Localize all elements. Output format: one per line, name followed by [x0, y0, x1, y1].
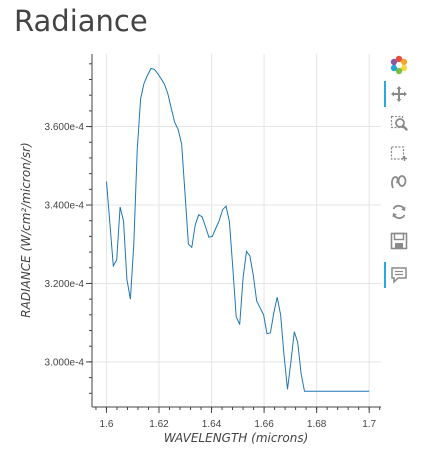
hover-icon [391, 267, 407, 284]
series-line [106, 67, 370, 392]
y-tick-label: 3.200e-4 [45, 279, 85, 290]
x-axis-label: WAVELENGTH (microns) [164, 431, 309, 445]
box-zoom-tool-button[interactable] [384, 111, 414, 137]
reset-icon [392, 204, 406, 220]
y-tick-label: 3.400e-4 [45, 201, 85, 212]
y-tick-label: 3.600e-4 [45, 122, 85, 133]
reset-tool-button[interactable] [384, 199, 414, 225]
x-tick-label: 1.6 [99, 419, 113, 430]
x-tick-label: 1.68 [307, 419, 327, 430]
box-zoom-icon [390, 115, 408, 131]
plot-frame [91, 54, 381, 408]
x-tick-label: 1.62 [149, 419, 169, 430]
bokeh-logo-icon[interactable] [384, 52, 414, 78]
save-tool-button[interactable] [384, 228, 414, 254]
x-tick-label: 1.64 [202, 419, 222, 430]
grid [92, 54, 381, 407]
series-layer [106, 67, 370, 392]
pan-tool-button[interactable] [384, 81, 414, 107]
wheel-zoom-tool-button[interactable] [384, 140, 414, 166]
wheel-zoom-icon [390, 146, 407, 161]
x-tick-label: 1.7 [362, 419, 376, 430]
lasso-select-icon [391, 175, 407, 189]
chart-title: Radiance [14, 4, 148, 38]
save-icon [390, 232, 408, 250]
pan-icon [391, 86, 407, 102]
lasso-select-tool-button[interactable] [384, 169, 414, 195]
y-axis: 3.000e-4 3.200e-4 3.400e-4 3.600e-4 [45, 63, 92, 394]
hover-tool-button[interactable] [384, 262, 414, 288]
y-axis-label: RADIANCE (W/cm²/micron/sr) [19, 142, 33, 317]
x-tick-label: 1.66 [254, 419, 274, 430]
x-axis: 1.6 1.62 1.64 1.66 1.68 1.7 [95, 407, 381, 430]
y-tick-label: 3.000e-4 [45, 357, 85, 368]
